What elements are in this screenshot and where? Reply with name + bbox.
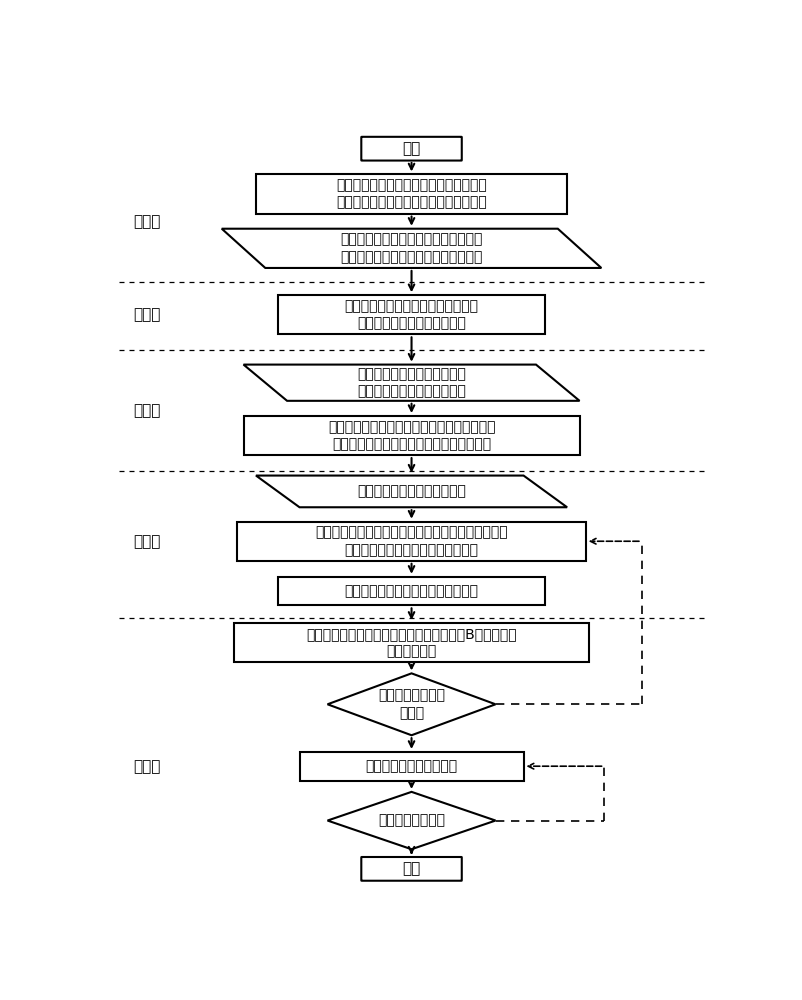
Text: 判断是否聚焦到指
定位置: 判断是否聚焦到指 定位置	[378, 689, 444, 720]
Text: 步骤四: 步骤四	[133, 534, 160, 549]
Bar	[256, 174, 566, 214]
Polygon shape	[243, 365, 579, 401]
Bar	[237, 522, 585, 561]
Text: 判断是否治疗完成: 判断是否治疗完成	[378, 814, 444, 828]
Text: 计算每个超声阵列的空间姿态，对每个超声阵
列进行定位，并且计算能夠覆盖的治疗区域: 计算每个超声阵列的空间姿态，对每个超声阵 列进行定位，并且计算能夠覆盖的治疗区域	[327, 420, 495, 451]
Text: 开始: 开始	[402, 141, 420, 156]
Text: 结束: 结束	[402, 861, 420, 876]
Text: 步骤三: 步骤三	[133, 403, 160, 418]
Bar	[234, 623, 588, 662]
Text: 输出高功率超声治疗信号: 输出高功率超声治疗信号	[365, 759, 457, 773]
Text: 对治疗对象进行必要的医疗处理，安
装装置并且调整装置位置姿态: 对治疗对象进行必要的医疗处理，安 装装置并且调整装置位置姿态	[344, 299, 478, 330]
FancyBboxPatch shape	[361, 137, 461, 161]
Bar	[277, 577, 545, 605]
Polygon shape	[327, 792, 495, 849]
Text: 步骤二: 步骤二	[133, 307, 160, 322]
Text: 步骤一: 步骤一	[133, 214, 160, 229]
Bar	[299, 752, 523, 781]
Text: 采集每个超声阵列配置磁定位
接收器的位置信息和姿态信息: 采集每个超声阵列配置磁定位 接收器的位置信息和姿态信息	[357, 367, 465, 398]
Bar	[243, 416, 579, 455]
Text: 步骤五: 步骤五	[133, 759, 160, 774]
Polygon shape	[327, 673, 495, 735]
Bar	[277, 295, 545, 334]
Text: 输入需要治疗的聚焦中心位置: 输入需要治疗的聚焦中心位置	[357, 484, 465, 498]
Text: 根据数据信息控制设备进行超声聚焦: 根据数据信息控制设备进行超声聚焦	[344, 584, 478, 598]
Polygon shape	[256, 476, 566, 507]
Polygon shape	[221, 229, 601, 268]
Text: 通过磁定位接收器反馈矫正聚焦位置，通过B超设备实时
监测聚焦位置: 通过磁定位接收器反馈矫正聚焦位置，通过B超设备实时 监测聚焦位置	[306, 627, 516, 658]
Text: 旋转需要使用的可穿戴式医学超声治疗装
置（头戴式、四肢佩戴式或躯干穿戴式）: 旋转需要使用的可穿戴式医学超声治疗装 置（头戴式、四肢佩戴式或躯干穿戴式）	[336, 178, 486, 210]
Text: 输入存储的对应设备的姿态位置信息和
相应聚焦点需要的超声阵列的延时信息: 输入存储的对应设备的姿态位置信息和 相应聚焦点需要的超声阵列的延时信息	[340, 233, 482, 264]
FancyBboxPatch shape	[361, 857, 461, 881]
Text: 通过查表和计算获取需要聚焦位置的每个超声阵列的
位置姿态信息和超声阵列的延时信息: 通过查表和计算获取需要聚焦位置的每个超声阵列的 位置姿态信息和超声阵列的延时信息	[315, 526, 507, 557]
